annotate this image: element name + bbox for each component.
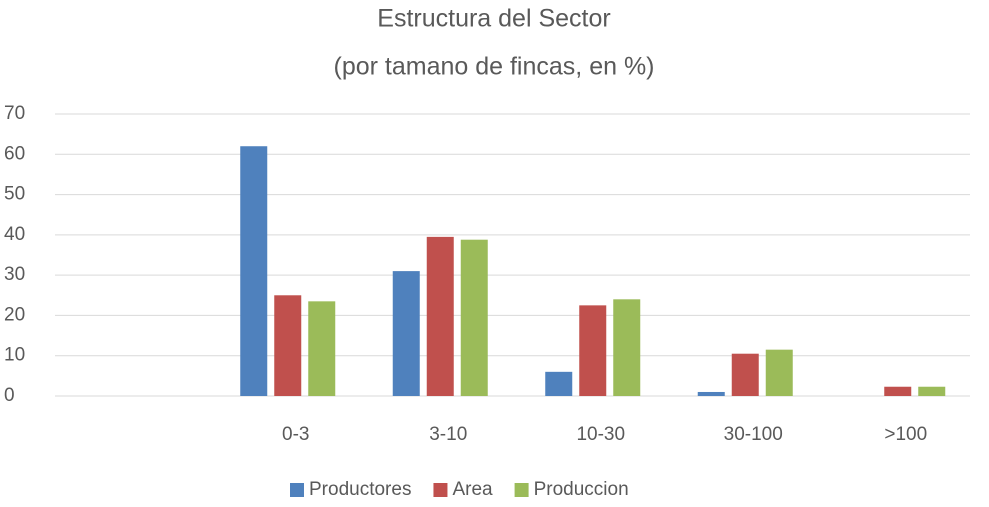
chart-title: Estructura del Sector (377, 5, 610, 33)
bar (765, 349, 793, 396)
x-tick-label: 30-100 (724, 424, 783, 445)
bar (460, 239, 488, 396)
y-tick-label: 0 (4, 385, 15, 406)
bar (426, 236, 454, 396)
bar (240, 146, 268, 396)
bar (613, 299, 641, 396)
x-tick-label: 3-10 (429, 424, 467, 445)
x-tick-label: >100 (884, 424, 927, 445)
bar (392, 271, 420, 396)
legend-swatch (514, 483, 529, 497)
legend-label: Produccion (534, 479, 629, 500)
bar (545, 371, 573, 396)
bar (579, 305, 607, 396)
bar (697, 391, 725, 396)
bar (918, 386, 946, 396)
legend-label: Area (452, 479, 493, 500)
y-tick-label: 70 (4, 103, 25, 124)
x-tick-label: 0-3 (282, 424, 309, 445)
y-tick-label: 60 (4, 143, 25, 164)
y-tick-label: 20 (4, 304, 25, 325)
bar (308, 301, 336, 396)
y-tick-label: 40 (4, 224, 25, 245)
y-tick-label: 10 (4, 345, 25, 366)
bar (274, 295, 302, 396)
legend-label: Productores (309, 479, 411, 500)
legend-swatch (433, 483, 448, 497)
y-tick-label: 30 (4, 264, 25, 285)
chart-subtitle: (por tamano de fincas, en %) (334, 53, 655, 81)
bar (884, 386, 912, 396)
bar (731, 353, 759, 396)
x-tick-label: 10-30 (576, 424, 625, 445)
y-tick-label: 50 (4, 184, 25, 205)
legend-swatch (290, 483, 304, 497)
